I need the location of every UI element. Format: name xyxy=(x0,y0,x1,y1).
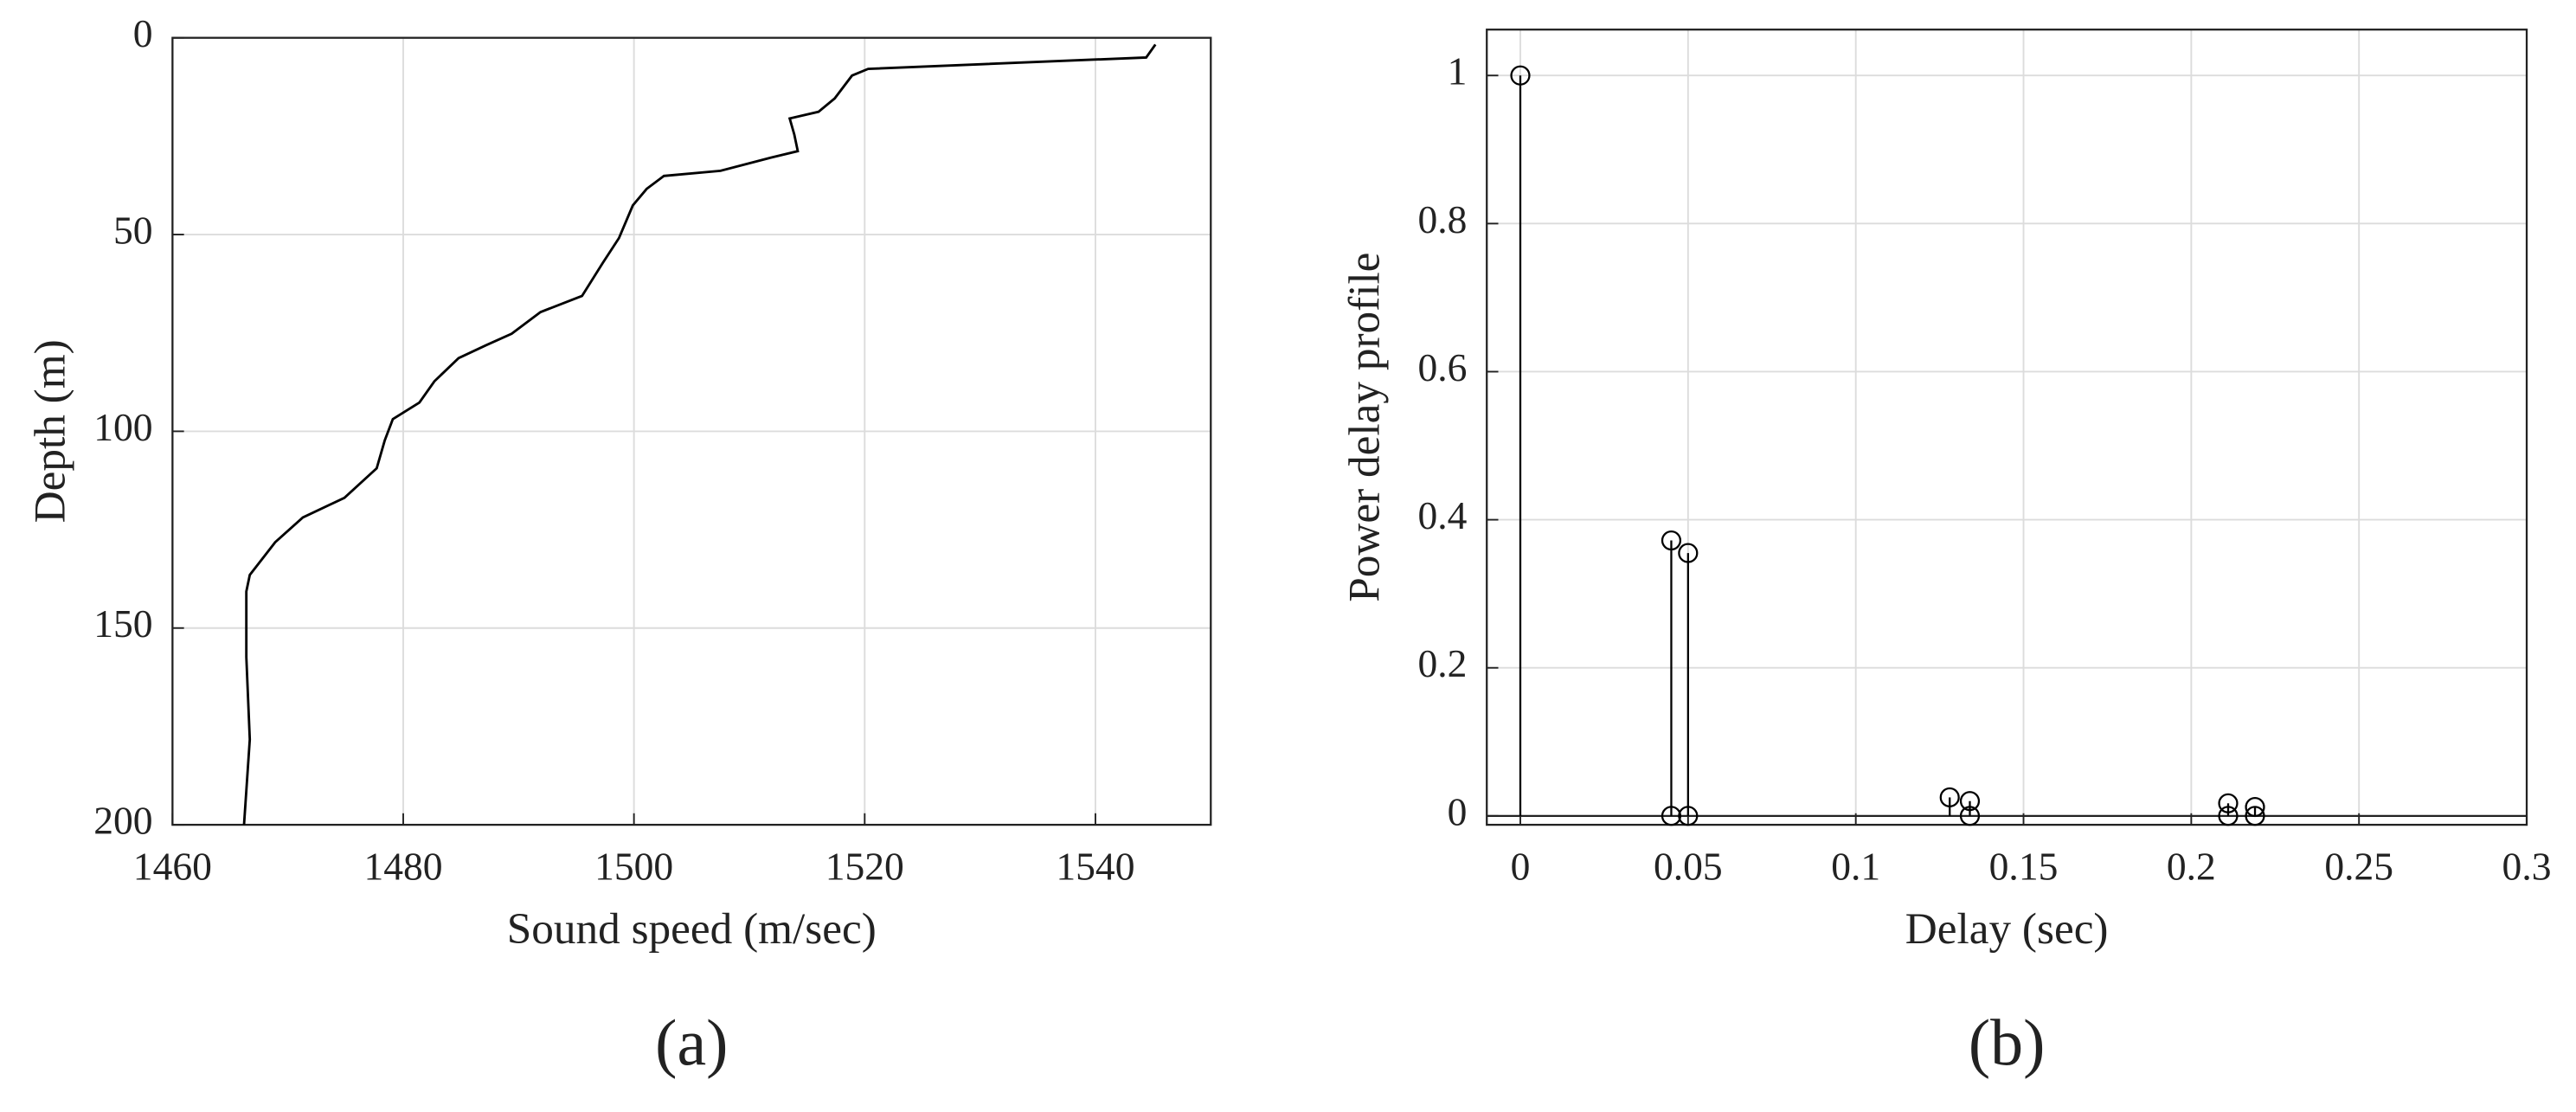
x-tick-label: 1540 xyxy=(1056,845,1134,889)
stem-marker xyxy=(2245,796,2265,818)
y-axis-label: Power delay profile xyxy=(1339,253,1389,602)
stem-marker xyxy=(1661,530,1682,551)
stem-marker xyxy=(1959,806,1981,826)
stem-marker xyxy=(1678,543,1699,563)
y-tick-label: 0.8 xyxy=(1418,197,1468,241)
x-tick-label: 0.3 xyxy=(2502,845,2552,889)
x-axis-label: Delay (sec) xyxy=(1905,904,2109,954)
x-tick-label: 1500 xyxy=(594,845,673,889)
axes-box xyxy=(171,36,1212,826)
y-tick-label: 0.6 xyxy=(1418,345,1468,389)
y-tick-label: 0 xyxy=(1448,789,1468,833)
y-tick-label: 100 xyxy=(93,405,152,449)
x-tick-label: 0.05 xyxy=(1654,845,1723,889)
y-tick-label: 1 xyxy=(1448,49,1468,93)
x-tick-label: 0.25 xyxy=(2324,845,2393,889)
profile-line xyxy=(242,43,1157,826)
caption: (a) xyxy=(655,1007,728,1080)
x-tick-label: 1480 xyxy=(363,845,442,889)
x-tick-label: 1460 xyxy=(133,845,212,889)
x-tick-label: 0.1 xyxy=(1831,845,1880,889)
x-tick-label: 0 xyxy=(1511,845,1531,889)
y-tick-label: 150 xyxy=(93,601,152,646)
y-tick-label: 0.2 xyxy=(1418,641,1468,685)
stem-marker xyxy=(1510,65,1531,86)
y-tick-label: 200 xyxy=(93,799,152,843)
x-axis-label: Sound speed (m/sec) xyxy=(507,904,877,954)
stem-marker xyxy=(1939,787,1960,808)
stem-marker xyxy=(1661,806,1682,826)
stem-marker xyxy=(2245,806,2265,826)
stem-marker xyxy=(2218,806,2239,826)
x-tick-label: 1520 xyxy=(825,845,904,889)
stem-marker xyxy=(1678,806,1699,826)
x-tick-label: 0.15 xyxy=(1989,845,2059,889)
y-tick-label: 50 xyxy=(113,208,153,252)
plot-area xyxy=(1487,29,2528,826)
caption: (b) xyxy=(1969,1007,2046,1080)
y-tick-label: 0.4 xyxy=(1418,493,1468,537)
stem-marker xyxy=(1959,791,1981,812)
y-axis-label: Depth (m) xyxy=(25,339,74,523)
x-tick-label: 0.2 xyxy=(2167,845,2216,889)
y-tick-label: 0 xyxy=(133,11,153,55)
axes-box xyxy=(1486,29,2528,826)
stem-marker xyxy=(2218,793,2239,813)
